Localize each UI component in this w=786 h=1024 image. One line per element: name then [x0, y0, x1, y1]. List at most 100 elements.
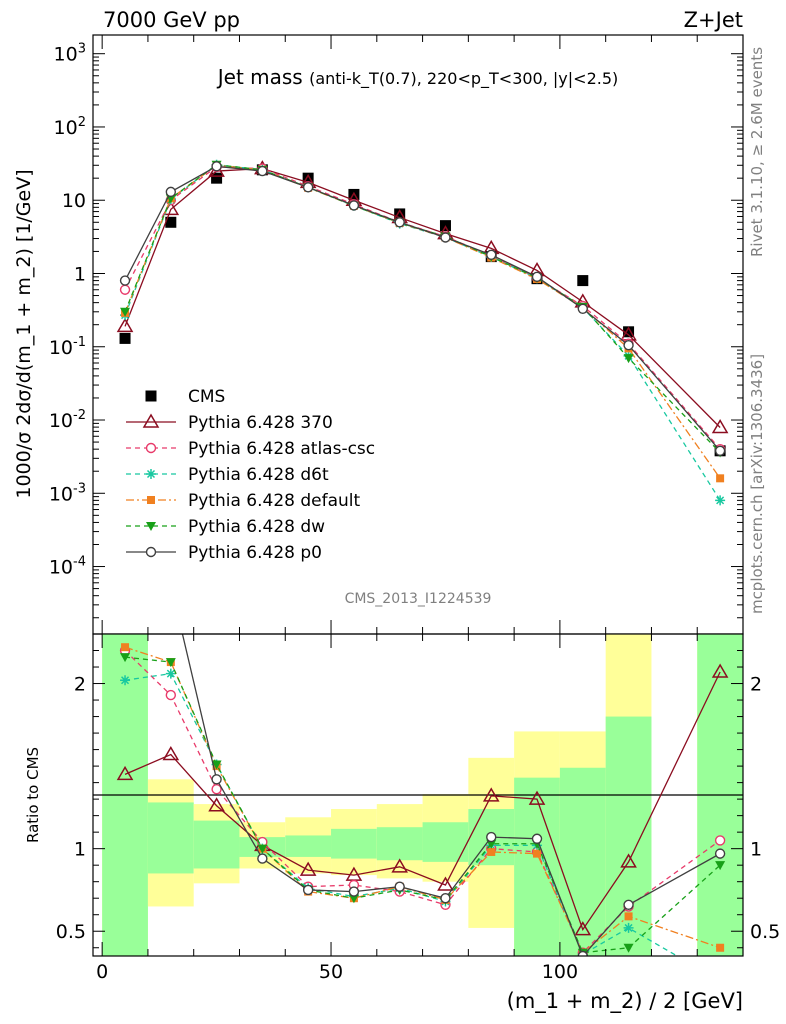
legend-label: CMS [188, 387, 225, 407]
data-point [165, 186, 177, 198]
plot-title-main: Jet mass [216, 65, 303, 89]
y-tick-label: 10-3 [49, 481, 86, 505]
tick-exponent: -4 [73, 555, 86, 570]
legend-item: Pythia 6.428 370 [126, 413, 333, 433]
ratio-y-tick-label-right: 1 [750, 839, 762, 861]
ratio-point [486, 839, 497, 849]
ratio-point [165, 658, 176, 668]
y-tick-label: 103 [54, 42, 86, 66]
legend-marker [146, 522, 156, 531]
ratio-point [162, 746, 180, 761]
ratio-plot-frame [92, 633, 744, 957]
ratio-series-group [116, 634, 729, 956]
ratio-point [165, 668, 176, 679]
main-plot: Jet mass (anti-k_T(0.7), 220<p_T<300, |y… [13, 34, 744, 635]
tick-exponent: -1 [73, 335, 86, 350]
process-label: Z+Jet [684, 8, 743, 32]
data-point [623, 326, 635, 338]
band-inner [331, 828, 377, 859]
data-point [302, 182, 314, 193]
data-point [119, 332, 131, 344]
data-point [211, 161, 222, 172]
plot-title-qualifier: (anti-k_T(0.7), 220<p_T<300, |y|<2.5) [309, 69, 618, 89]
legend-marker [147, 496, 155, 504]
y-tick-label: 10 [62, 190, 86, 212]
data-point [531, 271, 543, 283]
ratio-point [165, 689, 177, 701]
ratio-y-tick-label-right: 2 [750, 674, 762, 696]
tick-base: 10 [49, 557, 73, 579]
data-point [116, 317, 134, 333]
ratio-point [531, 833, 543, 844]
ratio-point [574, 921, 592, 936]
band-inner [193, 820, 240, 869]
ratio-y-tick-label-right: 0.5 [750, 921, 780, 943]
ratio-point [121, 643, 130, 652]
ratio-point [620, 853, 637, 868]
ratio-point [257, 853, 268, 864]
data-point [623, 354, 634, 364]
data-point [440, 232, 451, 243]
legend-label: Pythia 6.428 default [188, 491, 361, 511]
data-point [394, 208, 406, 220]
ratio-point [302, 884, 314, 896]
legend-label: Pythia 6.428 d6t [188, 465, 329, 485]
legend-item: Pythia 6.428 atlas-csc [126, 439, 375, 459]
series-line [124, 164, 721, 453]
y-tick-label: 102 [54, 115, 86, 139]
analysis-id-label: CMS_2013_I1224539 [345, 591, 492, 607]
ratio-point [208, 797, 225, 812]
data-point [165, 216, 177, 228]
y-tick-label: 10-2 [49, 408, 86, 432]
ratio-y-label: Ratio to CMS [24, 747, 42, 843]
data-point [716, 474, 725, 483]
ratio-point [116, 765, 134, 781]
ratio-plot: 0.5 0.5 1 1 2 2 0 50 100 Ratio to CMS (m_1 + m_2… [24, 633, 780, 1014]
x-axis-label: (m_1 + m_2) / 2 [GeV] [507, 989, 743, 1014]
data-point [623, 339, 634, 351]
data-point [394, 217, 405, 228]
ratio-point [257, 844, 268, 854]
x-tick-label: 0 [96, 961, 108, 983]
energy-label: 7000 GeV pp [103, 8, 240, 32]
ratio-point [211, 784, 222, 795]
tick-base: 10 [49, 483, 73, 505]
series-pythia-6-428-default [121, 161, 725, 483]
legend-item: Pythia 6.428 default [126, 491, 361, 511]
ratio-point [623, 899, 634, 911]
legend-marker [145, 442, 157, 454]
data-point [711, 419, 729, 434]
ratio-point [486, 831, 497, 843]
data-point [714, 445, 726, 456]
ratio-point [624, 912, 633, 921]
ratio-y-tick-label: 2 [74, 674, 86, 696]
band-inner [559, 767, 606, 956]
legend-item: Pythia 6.428 p0 [126, 543, 322, 563]
ratio-point [394, 881, 405, 892]
legend-label: Pythia 6.428 p0 [188, 543, 322, 563]
ratio-point [528, 790, 546, 805]
band-inner [285, 835, 332, 857]
ratio-pythia-6-428-370 [116, 663, 729, 936]
ratio-point [711, 663, 729, 678]
y-axis-label: 1000/σ 2dσ/d(m_1 + m_2) [1/GeV] [13, 169, 35, 498]
x-tick-label: 100 [542, 961, 578, 983]
ratio-point [715, 861, 726, 871]
legend-marker [145, 390, 157, 402]
ratio-point [391, 858, 408, 873]
ratio-point [714, 835, 726, 846]
tick-exponent: -2 [73, 408, 86, 423]
tick-exponent: 3 [78, 42, 86, 57]
data-point [119, 284, 131, 295]
ratio-point [714, 848, 726, 859]
y-tick-label: 1 [74, 263, 86, 285]
legend-marker [145, 546, 157, 558]
band-inner [514, 777, 560, 956]
ratio-point [299, 861, 317, 876]
ratio-y-tick-label: 0.5 [56, 921, 86, 943]
rivet-label: Rivet 3.1.10, ≥ 2.6M events [748, 47, 766, 257]
legend-item: CMS [145, 387, 225, 407]
band-inner [147, 802, 194, 874]
legend-label: Pythia 6.428 atlas-csc [188, 439, 375, 459]
